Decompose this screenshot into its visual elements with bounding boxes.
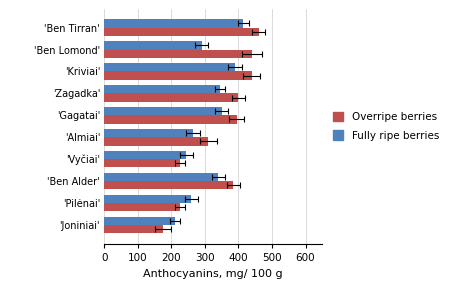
Bar	[104, 85, 220, 93]
Bar	[104, 107, 222, 115]
Bar	[104, 115, 237, 124]
Bar	[104, 50, 252, 58]
Bar	[104, 217, 175, 225]
Bar	[104, 63, 235, 71]
Bar	[104, 41, 201, 50]
Bar	[104, 19, 244, 28]
Bar	[104, 151, 186, 159]
Bar	[104, 195, 191, 203]
Bar	[104, 181, 233, 189]
Bar	[104, 137, 208, 146]
Bar	[104, 225, 163, 233]
Bar	[104, 159, 180, 168]
Bar	[104, 203, 180, 211]
Bar	[104, 28, 259, 36]
Legend: Overripe berries, Fully ripe berries: Overripe berries, Fully ripe berries	[330, 109, 442, 144]
Bar	[104, 173, 219, 181]
Bar	[104, 93, 238, 102]
Bar	[104, 129, 193, 137]
X-axis label: Anthocyanins, mg/ 100 g: Anthocyanins, mg/ 100 g	[144, 269, 283, 278]
Bar	[104, 71, 252, 80]
